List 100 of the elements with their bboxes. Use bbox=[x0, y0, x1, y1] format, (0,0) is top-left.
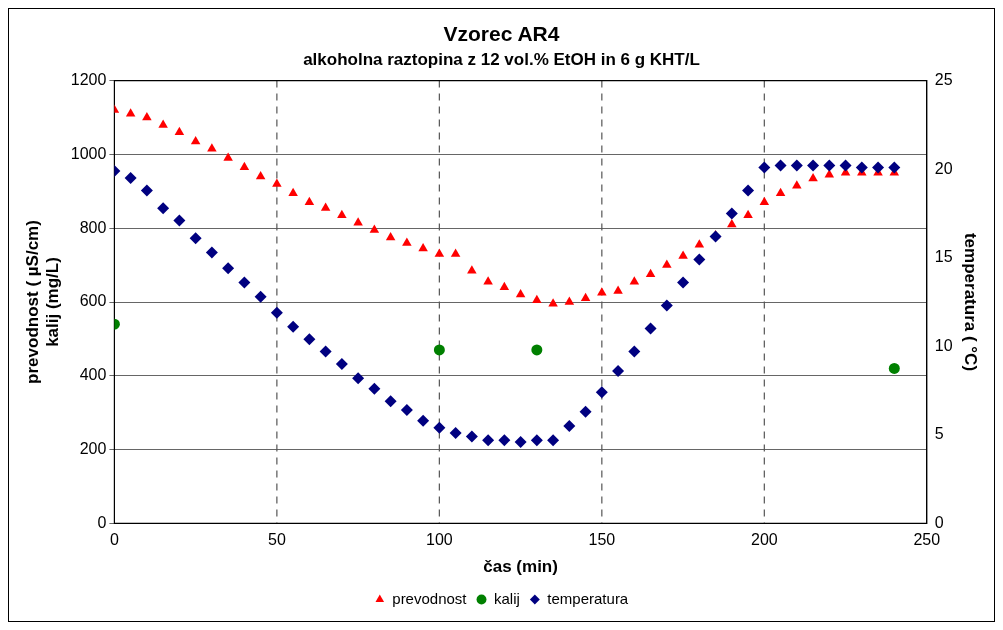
point bbox=[157, 202, 170, 215]
point bbox=[548, 298, 558, 307]
y-tick-label: 600 bbox=[79, 292, 107, 310]
point bbox=[288, 187, 298, 196]
point bbox=[530, 434, 543, 447]
point bbox=[514, 435, 527, 448]
point bbox=[855, 161, 868, 174]
x-tick-label: 200 bbox=[750, 531, 778, 549]
point bbox=[564, 296, 575, 305]
point bbox=[531, 344, 543, 356]
point bbox=[400, 404, 413, 417]
point bbox=[319, 345, 332, 358]
point bbox=[888, 161, 901, 174]
point bbox=[205, 246, 218, 259]
point bbox=[433, 344, 445, 356]
y-tick-label: 800 bbox=[79, 218, 107, 236]
point bbox=[775, 187, 786, 196]
point bbox=[369, 224, 380, 233]
point bbox=[742, 184, 755, 197]
point bbox=[465, 430, 478, 443]
point bbox=[628, 345, 641, 358]
point bbox=[434, 248, 445, 257]
point bbox=[158, 119, 168, 128]
y2-tick-label: 15 bbox=[934, 248, 953, 266]
point bbox=[385, 231, 396, 241]
point bbox=[532, 294, 542, 303]
legend-label: prevodnost bbox=[392, 589, 468, 607]
point bbox=[450, 248, 461, 257]
x-tick-label: 150 bbox=[588, 531, 616, 549]
chart-title: Vzorec AR4 bbox=[443, 22, 560, 46]
point bbox=[483, 276, 493, 285]
point bbox=[563, 419, 576, 432]
y2-tick-label: 25 bbox=[934, 71, 953, 89]
y-tick-label: 400 bbox=[79, 366, 107, 384]
point bbox=[174, 126, 185, 136]
y2-axis-title: temperatura ( °C) bbox=[961, 232, 981, 372]
point bbox=[612, 365, 625, 378]
x-tick-label: 0 bbox=[109, 531, 119, 549]
x-tick-label: 50 bbox=[267, 531, 286, 549]
point bbox=[547, 434, 560, 447]
y-axis-title: prevodnost ( µS/cm) kalij (mg/L) bbox=[22, 220, 63, 384]
point bbox=[888, 362, 900, 374]
point bbox=[238, 276, 251, 289]
point bbox=[790, 159, 803, 172]
point bbox=[433, 421, 446, 434]
point bbox=[142, 112, 152, 121]
point bbox=[759, 196, 770, 206]
point bbox=[774, 159, 787, 172]
point bbox=[303, 333, 316, 346]
y-tick-label: 1200 bbox=[70, 71, 107, 89]
point bbox=[417, 414, 430, 427]
point bbox=[255, 171, 266, 180]
y2-tick-label: 20 bbox=[934, 159, 953, 177]
point bbox=[758, 161, 771, 174]
point bbox=[807, 159, 820, 172]
y2-tick-label: 5 bbox=[934, 425, 944, 443]
point bbox=[223, 152, 233, 161]
point bbox=[808, 172, 818, 182]
point bbox=[694, 239, 705, 248]
point bbox=[140, 184, 153, 197]
point bbox=[709, 230, 722, 243]
x-axis-title: čas (min) bbox=[483, 557, 558, 577]
point bbox=[467, 265, 477, 274]
point bbox=[384, 395, 397, 408]
point bbox=[580, 292, 591, 302]
point bbox=[872, 161, 885, 174]
point bbox=[678, 250, 688, 259]
point bbox=[498, 434, 511, 447]
y-tick-label: 1000 bbox=[70, 144, 107, 162]
point bbox=[725, 207, 738, 220]
point bbox=[402, 237, 412, 246]
point bbox=[662, 259, 672, 268]
point bbox=[792, 180, 802, 189]
point bbox=[418, 243, 428, 252]
point bbox=[189, 232, 202, 245]
point bbox=[239, 161, 250, 171]
point bbox=[173, 214, 186, 227]
point bbox=[597, 287, 607, 296]
point bbox=[272, 178, 282, 187]
point bbox=[207, 143, 217, 152]
legend-label: temperatura bbox=[547, 589, 629, 607]
point bbox=[352, 372, 365, 385]
x-tick-label: 100 bbox=[426, 531, 453, 549]
point bbox=[254, 290, 267, 303]
point bbox=[270, 306, 283, 319]
chart-subtitle: alkoholna raztopina z 12 vol.% EtOH in 6 g KHT/L bbox=[303, 50, 700, 70]
y2-tick-label: 10 bbox=[934, 336, 953, 354]
y2-tick-label: 0 bbox=[934, 513, 944, 531]
y-tick-label: 0 bbox=[97, 513, 107, 531]
point bbox=[515, 289, 526, 298]
point bbox=[190, 135, 201, 145]
point bbox=[660, 299, 673, 312]
point bbox=[743, 209, 753, 219]
point bbox=[353, 217, 363, 226]
point bbox=[125, 108, 136, 117]
point bbox=[727, 219, 737, 228]
point bbox=[368, 382, 381, 395]
x-tick-label: 250 bbox=[913, 531, 941, 549]
point bbox=[124, 172, 137, 185]
point bbox=[482, 434, 495, 447]
